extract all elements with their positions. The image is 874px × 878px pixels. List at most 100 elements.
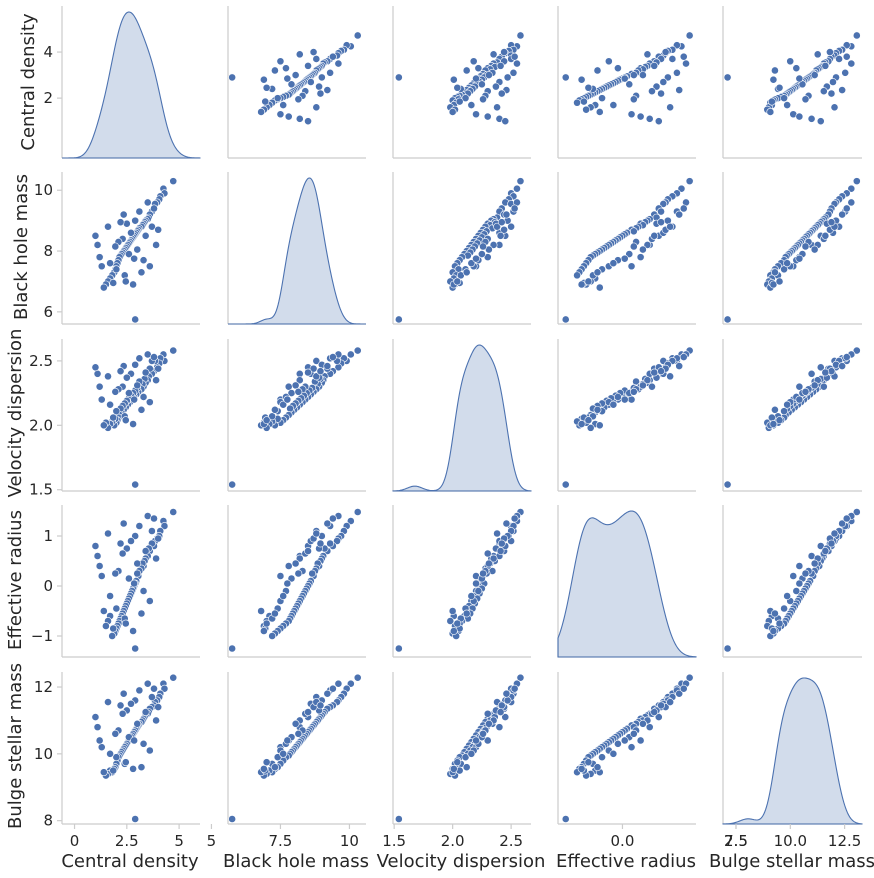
scatter-point-r3-c1-48: [284, 562, 293, 570]
scatter-point-r0-c3-19: [629, 71, 638, 79]
scatter-point-r0-c1-77: [294, 95, 303, 104]
scatter-point-r2-c1-65: [279, 400, 288, 409]
panel-r1-c0: 6 8 10: [34, 172, 200, 325]
x-tick-label-c4-0: 7.5: [724, 832, 748, 850]
scatter-point-r3-c0-52: [135, 522, 144, 530]
scatter-point-r2-c4-65: [783, 400, 792, 409]
x-label-col2: Velocity dispersion: [377, 851, 546, 872]
scatter-point-r0-c2-46: [448, 108, 457, 116]
y-tick-label-r3-0: −1: [31, 627, 53, 645]
y-tick-label-r2-2: 2.5: [29, 352, 53, 370]
scatter-point-r3-c1-19: [308, 569, 317, 578]
scatter-point-r4-c1-77: [294, 729, 303, 738]
scatter-point-r2-c1-58: [309, 364, 318, 373]
y-tick-label-r4-0: 8: [43, 812, 53, 830]
scatter-point-r0-c1-76: [304, 61, 312, 70]
scatter-point-r1-c3-47: [627, 262, 636, 271]
scatter-point-r0-c3-64: [598, 94, 606, 103]
scatter-point-r1-c0-77: [111, 242, 120, 251]
scatter-point-r3-c0-2: [160, 522, 169, 530]
scatter-point-r2-c0-56: [122, 373, 131, 382]
y-tick-label-r4-2: 12: [34, 678, 53, 696]
scatter-point-r2-c3-79: [561, 480, 570, 489]
scatter-point-r1-c2-1: [513, 184, 521, 193]
scatter-point-r3-c4-77: [801, 569, 810, 578]
scatter-point-r1-c2-76: [496, 231, 505, 240]
scatter-point-r2-c0-64: [112, 407, 121, 416]
scatter-point-r4-c1-74: [291, 719, 300, 728]
scatter-point-r2-c3-59: [643, 376, 652, 385]
scatter-point-r0-c4-64: [780, 94, 788, 103]
y-tick-label-r0-0: 2: [43, 89, 53, 107]
scatter-point-r3-c0-76: [141, 547, 150, 555]
panel-r3-c0: −1 0 1: [31, 505, 200, 658]
scatter-point-r4-c2-48: [483, 736, 492, 745]
scatter-point-r2-c4-49: [807, 369, 816, 378]
scatter-point-r3-c2-75: [472, 579, 480, 588]
scatter-point-r1-c3-67: [593, 268, 602, 277]
scatter-point-r1-c0-71: [104, 222, 112, 231]
scatter-point-r0-c2-67: [462, 66, 471, 75]
scatter-point-r2-c0-74: [133, 381, 142, 390]
scatter-point-r1-c0-48: [95, 253, 104, 262]
scatter-point-r4-c2-69: [449, 764, 458, 773]
scatter-point-r3-c2-70: [502, 519, 511, 528]
scatter-point-r1-c2-0: [516, 177, 525, 186]
scatter-point-r2-c3-77: [629, 387, 638, 396]
scatter-point-r1-c0-47: [97, 262, 106, 271]
scatter-point-r0-c1-74: [291, 71, 300, 79]
scatter-point-r3-c2-69: [449, 627, 458, 635]
scatter-point-r0-c4-69: [769, 75, 778, 84]
scatter-point-r3-c0-59: [152, 554, 160, 563]
scatter-point-r2-c3-67: [593, 405, 602, 414]
panel-r4-c0: 8 10 12 0 2.5 5: [34, 672, 200, 850]
scatter-point-r3-c1-79: [228, 644, 237, 653]
scatter-point-r0-c4-2: [842, 41, 851, 50]
scatter-point-r3-c4-73: [827, 539, 836, 548]
scatter-point-r0-c4-46: [766, 108, 775, 116]
scatter-point-r3-c0-45: [102, 622, 110, 630]
scatter-point-r1-c0-49: [93, 241, 102, 249]
scatter-point-r0-c2-52: [509, 68, 518, 77]
scatter-point-r0-c4-71: [830, 103, 839, 112]
scatter-point-r2-c0-65: [106, 400, 114, 409]
scatter-point-r3-c0-48: [95, 562, 104, 570]
scatter-point-r3-c0-62: [139, 587, 148, 595]
scatter-point-r4-c2-49: [495, 723, 504, 732]
scatter-point-r4-c2-77: [479, 729, 487, 738]
scatter-point-r0-c1-73: [316, 89, 325, 98]
scatter-point-r2-c4-48: [795, 382, 804, 391]
scatter-point-r2-c0-78: [121, 416, 130, 425]
scatter-point-r0-c3-79: [561, 73, 570, 82]
scatter-point-r1-c0-79: [131, 315, 140, 324]
scatter-point-r0-c4-55: [829, 78, 837, 86]
scatter-point-r1-c2-59: [489, 241, 498, 249]
scatter-point-r3-c4-72: [842, 514, 851, 523]
scatter-point-r0-c1-53: [312, 55, 321, 63]
scatter-point-r4-c0-63: [145, 746, 154, 755]
scatter-point-r2-c0-49: [93, 369, 102, 378]
scatter-point-r1-c0-72: [150, 204, 158, 213]
scatter-point-r0-c1-46: [257, 108, 266, 116]
scatter-point-r3-c1-47: [276, 572, 285, 580]
scatter-point-r0-c4-72: [842, 52, 851, 61]
scatter-point-r3-c0-71: [104, 529, 112, 538]
scatter-point-r2-c3-57: [648, 382, 656, 391]
scatter-point-r0-c3-65: [609, 101, 618, 109]
scatter-point-r0-c1-50: [304, 117, 312, 126]
scatter-point-r3-c2-78: [453, 619, 462, 628]
scatter-point-r0-c2-54: [503, 73, 512, 82]
scatter-point-r1-c0-54: [131, 216, 140, 225]
scatter-point-r0-c1-52: [326, 68, 335, 77]
scatter-point-r0-c4-68: [767, 97, 776, 106]
scatter-point-r3-c0-63: [145, 597, 154, 605]
scatter-point-r0-c1-69: [259, 75, 268, 84]
x-tick-label-c0-1: 2.5: [115, 832, 139, 850]
scatter-point-r1-c4-69: [769, 280, 778, 289]
scatter-point-r0-c1-62: [282, 64, 290, 73]
scatter-point-r1-c4-70: [838, 210, 847, 219]
scatter-point-r1-c3-73: [657, 218, 665, 227]
scatter-point-r3-c0-70: [119, 519, 128, 528]
scatter-point-r2-c3-62: [614, 393, 622, 401]
scatter-point-r0-c3-68: [579, 97, 588, 106]
